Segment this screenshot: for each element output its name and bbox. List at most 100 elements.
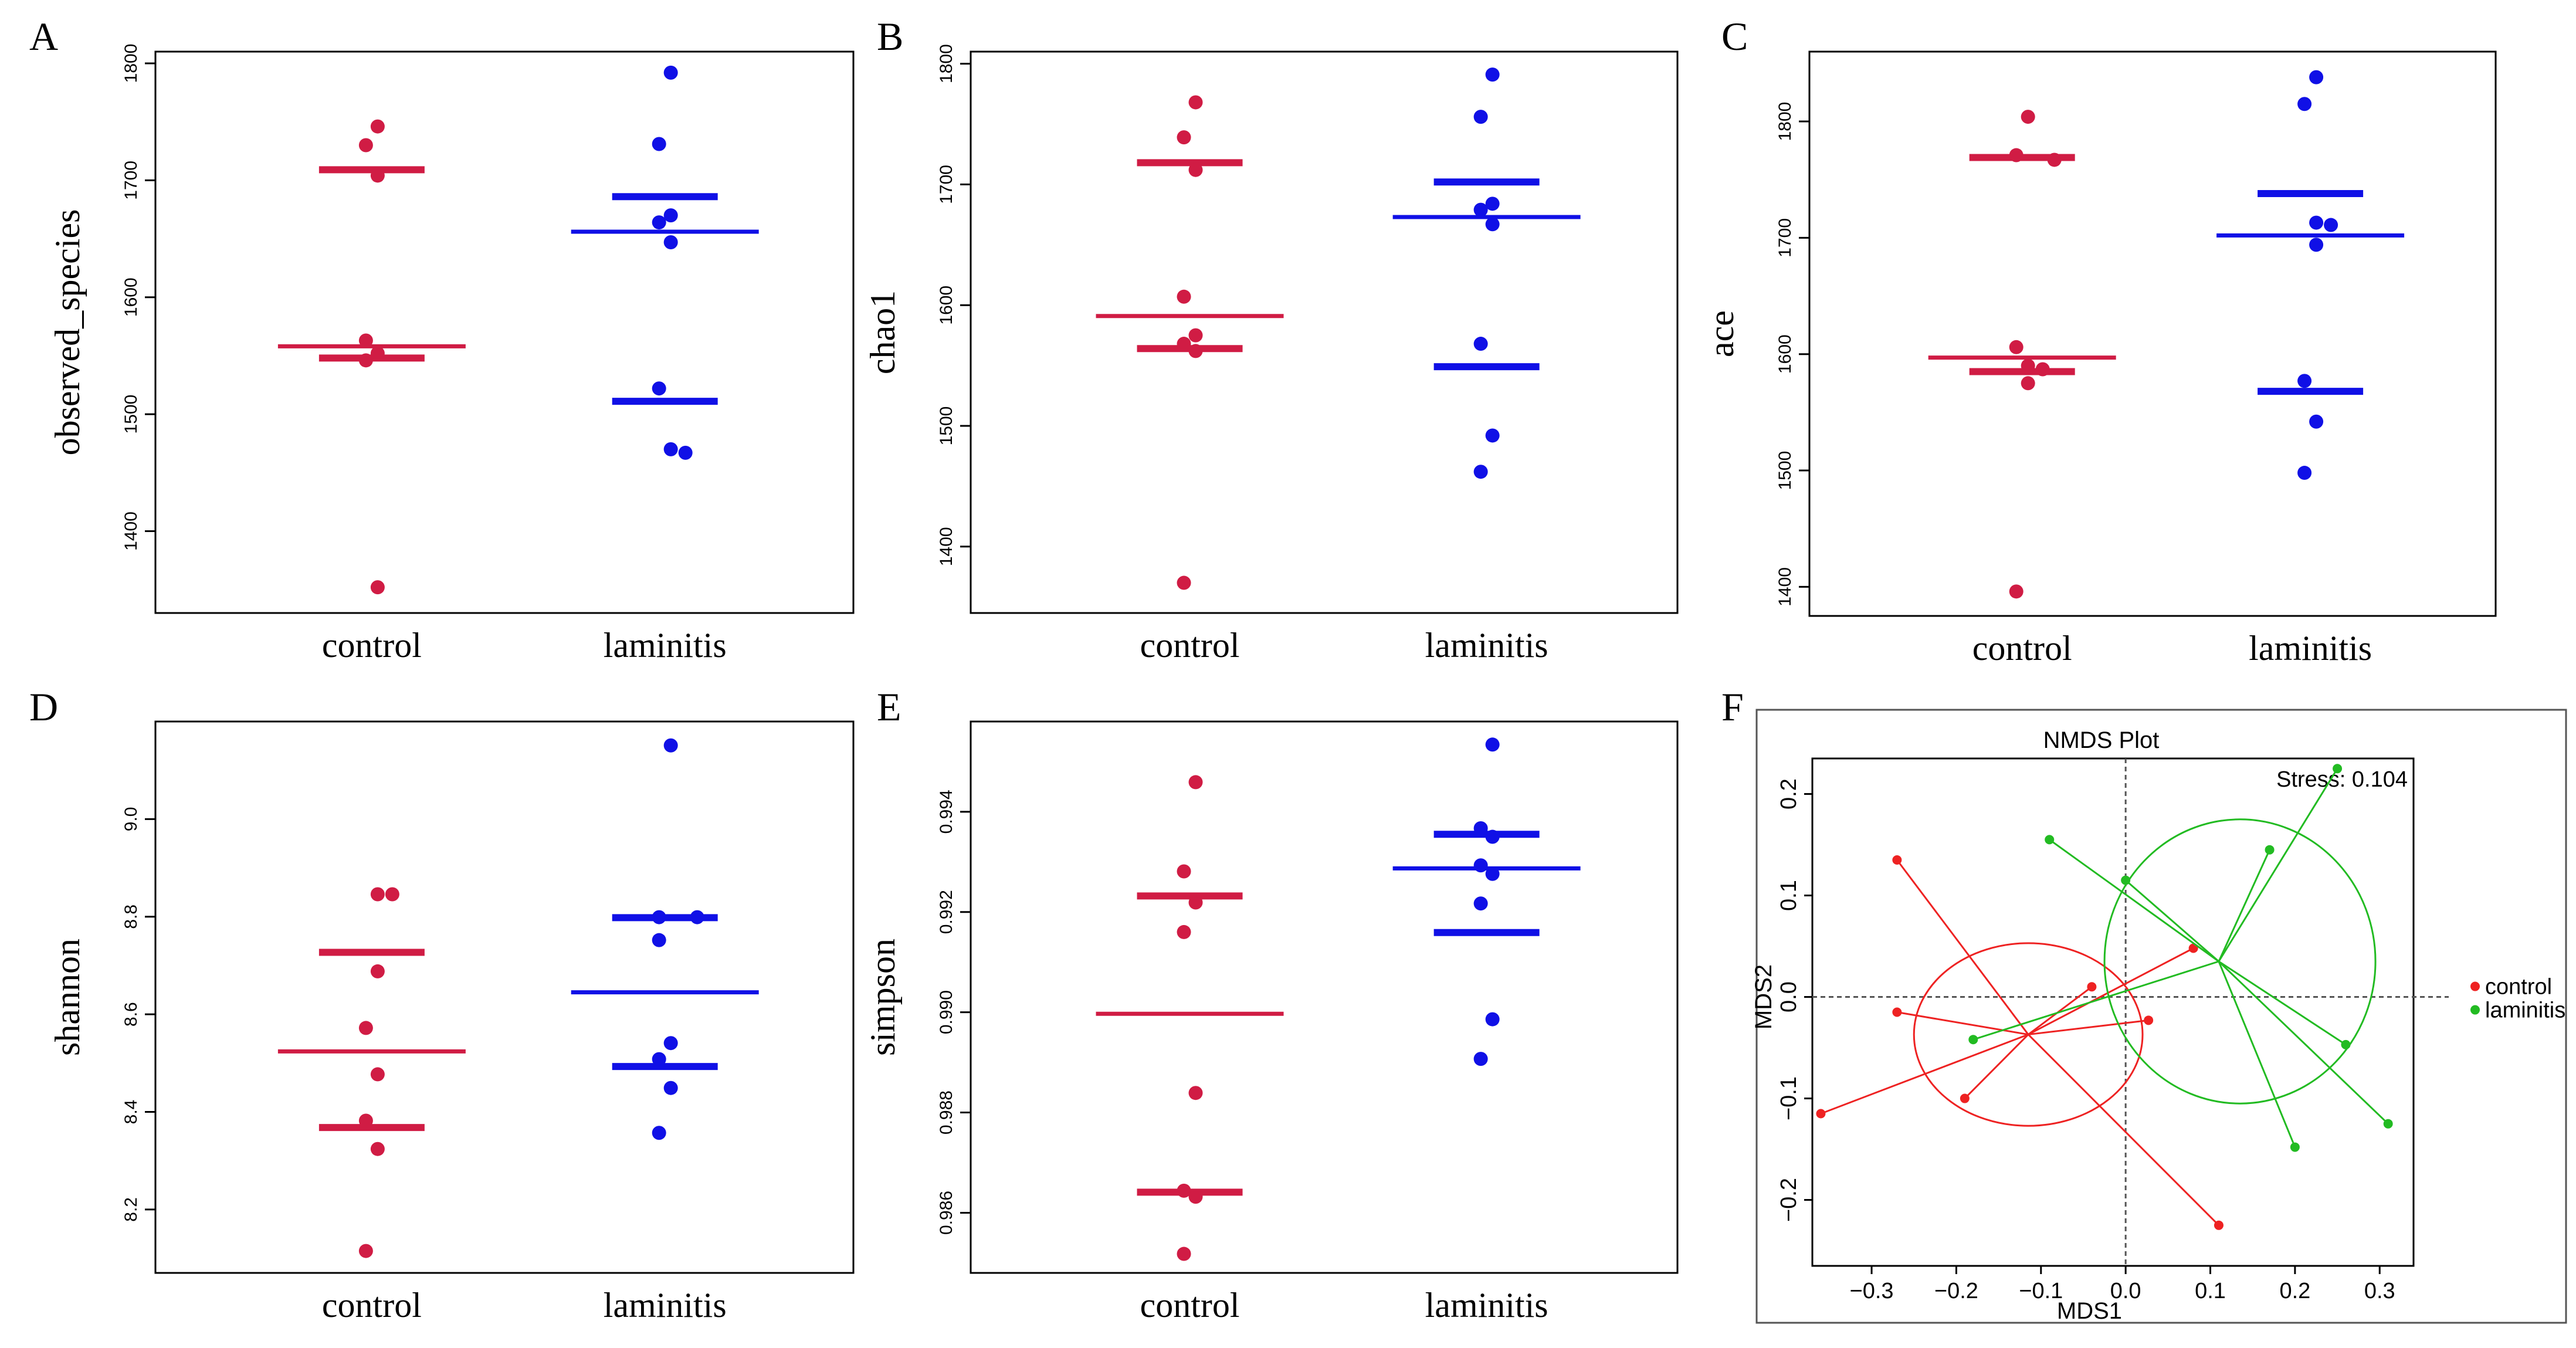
y-tick-label: 1800 — [1775, 102, 1795, 141]
data-point — [370, 580, 385, 595]
spider-line — [2028, 986, 2093, 1035]
series-control — [1928, 110, 2116, 599]
sample-point — [2333, 764, 2343, 774]
x-tick-label: 0.1 — [2195, 1279, 2226, 1303]
spider-line — [2218, 960, 2389, 1125]
sample-point — [1892, 855, 1902, 865]
data-point — [2324, 218, 2338, 232]
category-label: laminitis — [604, 626, 727, 665]
data-point — [1473, 202, 1488, 217]
y-tick-label: 1400 — [937, 527, 956, 566]
data-point — [370, 119, 385, 134]
data-point — [358, 353, 373, 368]
panel-a: A 1400 1500 1600 1700 1800 observed_speciescon… — [29, 14, 855, 665]
y-tick-label: 0.994 — [937, 790, 956, 834]
category-label: control — [1140, 626, 1240, 665]
y-tick-label: 9.0 — [121, 807, 141, 832]
y-axis-label: MDS2 — [1751, 964, 1777, 1029]
data-point — [2035, 362, 2050, 377]
series-laminitis — [1392, 737, 1581, 1066]
y-tick-label: 8.6 — [121, 1002, 141, 1027]
data-point — [2009, 584, 2023, 599]
data-point — [2021, 358, 2035, 373]
spider-line — [2218, 960, 2347, 1046]
sample-point — [2045, 835, 2055, 845]
y-tick-label: 1700 — [1775, 218, 1795, 258]
spider-line — [2028, 947, 2194, 1035]
y-tick-label: 1500 — [121, 395, 141, 434]
panel-letter: F — [1721, 685, 1744, 729]
data-point — [663, 208, 678, 223]
panel-letter: C — [1721, 14, 1748, 59]
data-point — [1473, 896, 1488, 911]
plot-frame — [154, 50, 855, 614]
series-control: control — [1816, 855, 2552, 1230]
series-control — [277, 119, 466, 595]
data-point — [1177, 575, 1191, 590]
y-tick-label: 8.8 — [121, 905, 141, 929]
data-point — [652, 215, 666, 230]
sample-point — [1968, 1035, 1978, 1045]
series-control — [1096, 775, 1284, 1261]
data-point — [2309, 70, 2324, 84]
category-label: laminitis — [1425, 626, 1548, 665]
panel-letter: D — [29, 685, 58, 729]
data-point — [358, 1021, 373, 1035]
data-point — [1485, 737, 1500, 752]
spider-line — [2218, 849, 2270, 962]
data-point — [358, 333, 373, 348]
legend-label: control — [2485, 975, 2552, 1000]
data-point — [385, 887, 399, 902]
data-point — [370, 1067, 385, 1082]
legend-marker — [2470, 981, 2480, 991]
y-tick-label: 0.990 — [937, 990, 956, 1034]
data-point — [2309, 215, 2324, 230]
data-point — [663, 1081, 678, 1095]
y-tick-label: 8.4 — [121, 1100, 141, 1125]
y-tick-label: 0.988 — [937, 1090, 956, 1134]
y-axis-label: ace — [1702, 310, 1741, 357]
data-point — [652, 137, 666, 151]
data-point — [1188, 775, 1203, 790]
data-point — [652, 933, 666, 947]
y-tick-label: 1400 — [121, 512, 141, 551]
data-point — [663, 738, 678, 753]
panel-f: F NMDS Plot Stress: 0.104 −0.3 −0.2 −0.1 0.0 0.… — [1721, 685, 2567, 1324]
series-laminitis: laminitis — [1968, 764, 2565, 1152]
sample-point — [2341, 1039, 2351, 1049]
data-point — [2009, 148, 2023, 162]
x-tick-label: 0.2 — [2279, 1279, 2310, 1303]
data-point — [1188, 344, 1203, 358]
data-point — [1177, 130, 1191, 145]
data-point — [2021, 110, 2035, 124]
plot-frame — [1811, 757, 2415, 1267]
x-tick-label: −0.1 — [2019, 1279, 2063, 1303]
data-point — [358, 138, 373, 153]
spider-line — [2218, 768, 2338, 962]
y-tick-label: 1700 — [937, 165, 956, 204]
category-label: control — [322, 1286, 422, 1325]
sample-point — [2144, 1015, 2154, 1025]
spider-line — [2028, 1019, 2149, 1036]
y-tick-label: 1600 — [121, 277, 141, 317]
data-point — [370, 168, 385, 183]
sample-point — [1960, 1093, 1970, 1103]
legend-label: laminitis — [2485, 998, 2565, 1023]
data-point — [1188, 328, 1203, 343]
series-control — [1096, 95, 1284, 590]
sample-point — [2121, 875, 2131, 885]
data-point — [1188, 95, 1203, 110]
sample-point — [2214, 1220, 2224, 1230]
data-point — [1188, 1086, 1203, 1100]
data-point — [1473, 110, 1488, 124]
data-point — [663, 442, 678, 456]
y-tick-label: 0.992 — [937, 890, 956, 934]
x-tick-label: 0.3 — [2364, 1279, 2395, 1303]
confidence-ellipse — [1913, 942, 2144, 1127]
data-point — [1188, 1190, 1203, 1204]
spider-line — [1820, 1034, 2029, 1115]
y-tick-label: 1700 — [121, 161, 141, 200]
category-label: control — [322, 626, 422, 665]
panel-c: C 1400 1500 1600 1700 1800 ace control laminitis — [1702, 14, 2497, 668]
data-point — [1485, 866, 1500, 881]
